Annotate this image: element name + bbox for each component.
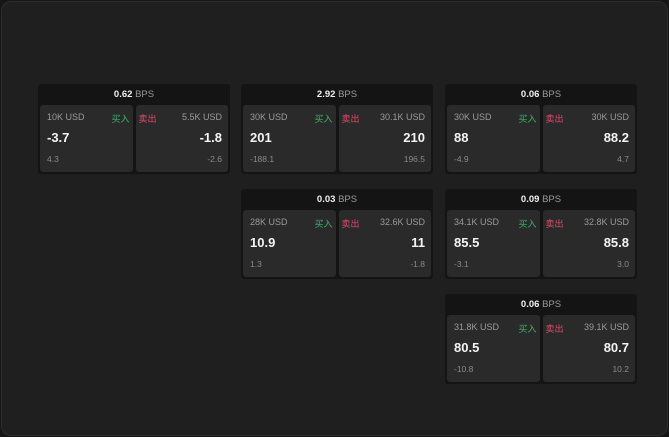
spread-header: 0.06 BPS <box>445 294 637 315</box>
buy-label: 买入 <box>111 114 130 124</box>
sell-button[interactable]: 5.5K USD 卖出 -1.8 -2.6 <box>135 105 228 172</box>
buy-change: -10.8 <box>454 364 474 374</box>
sell-price: 210 <box>403 130 425 145</box>
sell-button[interactable]: 39.1K USD 卖出 80.7 10.2 <box>542 315 635 382</box>
sell-label: 卖出 <box>545 324 564 334</box>
sell-label: 卖出 <box>341 219 360 229</box>
sell-price: 80.7 <box>603 340 629 355</box>
spread-header: 0.03 BPS <box>241 189 433 210</box>
sell-size: 32.8K USD <box>583 217 629 227</box>
spread-unit: BPS <box>338 194 358 205</box>
buy-size: 31.8K USD <box>454 322 500 332</box>
buy-size: 30K USD <box>250 112 288 122</box>
sell-price: -1.8 <box>199 130 222 145</box>
spread-unit: BPS <box>542 194 562 205</box>
quote-card: 0.62 BPS 10K USD 买入 -3.7 4.3 5.5K USD 卖出… <box>38 84 230 174</box>
sell-change: 196.5 <box>403 154 425 164</box>
spread-value: 2.92 <box>316 89 336 100</box>
spread-header: 2.92 BPS <box>241 84 433 105</box>
quote-card: 0.06 BPS 31.8K USD 买入 80.5 -10.8 39.1K U… <box>445 294 637 384</box>
buy-price: 85.5 <box>454 235 480 250</box>
buy-button[interactable]: 10K USD 买入 -3.7 4.3 <box>40 105 133 172</box>
spread-value: 0.06 <box>520 299 540 310</box>
spread-value: 0.62 <box>113 89 133 100</box>
buy-button[interactable]: 31.8K USD 买入 80.5 -10.8 <box>447 315 540 382</box>
buy-change: -188.1 <box>250 154 275 164</box>
quote-card: 0.03 BPS 28K USD 买入 10.9 1.3 32.6K USD 卖… <box>241 189 433 279</box>
buy-change: -3.1 <box>454 259 469 269</box>
buy-size: 28K USD <box>250 217 288 227</box>
spread-value: 0.09 <box>520 194 540 205</box>
quote-card: 0.09 BPS 34.1K USD 买入 85.5 -3.1 32.8K US… <box>445 189 637 279</box>
buy-button[interactable]: 28K USD 买入 10.9 1.3 <box>243 210 336 277</box>
sell-label: 卖出 <box>138 114 157 124</box>
spread-header: 0.06 BPS <box>445 84 637 105</box>
buy-size: 10K USD <box>47 112 85 122</box>
sell-price: 85.8 <box>603 235 629 250</box>
sell-change: 4.7 <box>617 154 629 164</box>
sell-change: -2.6 <box>207 154 222 164</box>
sell-button[interactable]: 32.6K USD 卖出 11 -1.8 <box>338 210 431 277</box>
sell-change: -1.8 <box>410 259 425 269</box>
buy-label: 买入 <box>314 114 333 124</box>
quote-card: 0.06 BPS 30K USD 买入 88 -4.9 30K USD 卖出 8… <box>445 84 637 174</box>
sell-button[interactable]: 30.1K USD 卖出 210 196.5 <box>338 105 431 172</box>
sell-button[interactable]: 30K USD 卖出 88.2 4.7 <box>542 105 635 172</box>
buy-price: 88 <box>454 130 469 145</box>
sell-label: 卖出 <box>545 219 564 229</box>
buy-change: 4.3 <box>47 154 59 164</box>
buy-label: 买入 <box>518 114 537 124</box>
sell-label: 卖出 <box>545 114 564 124</box>
sell-size: 39.1K USD <box>583 322 629 332</box>
buy-price: 80.5 <box>454 340 480 355</box>
spread-header: 0.09 BPS <box>445 189 637 210</box>
sell-label: 卖出 <box>341 114 360 124</box>
buy-label: 买入 <box>314 219 333 229</box>
buy-button[interactable]: 30K USD 买入 201 -188.1 <box>243 105 336 172</box>
sell-size: 5.5K USD <box>181 112 222 122</box>
buy-change: -4.9 <box>454 154 469 164</box>
spread-unit: BPS <box>542 89 562 100</box>
buy-price: -3.7 <box>47 130 70 145</box>
sell-price: 11 <box>411 235 425 250</box>
sell-change: 10.2 <box>612 364 629 374</box>
spread-value: 0.06 <box>520 89 540 100</box>
sell-button[interactable]: 32.8K USD 卖出 85.8 3.0 <box>542 210 635 277</box>
buy-button[interactable]: 30K USD 买入 88 -4.9 <box>447 105 540 172</box>
spread-unit: BPS <box>542 299 562 310</box>
buy-label: 买入 <box>518 324 537 334</box>
buy-price: 201 <box>250 130 272 145</box>
buy-label: 买入 <box>518 219 537 229</box>
buy-price: 10.9 <box>250 235 276 250</box>
buy-size: 34.1K USD <box>454 217 500 227</box>
spread-unit: BPS <box>135 89 155 100</box>
spread-header: 0.62 BPS <box>38 84 230 105</box>
buy-button[interactable]: 34.1K USD 买入 85.5 -3.1 <box>447 210 540 277</box>
buy-change: 1.3 <box>250 259 262 269</box>
quote-card: 2.92 BPS 30K USD 买入 201 -188.1 30.1K USD… <box>241 84 433 174</box>
sell-price: 88.2 <box>603 130 629 145</box>
buy-size: 30K USD <box>454 112 492 122</box>
sell-size: 30K USD <box>591 112 629 122</box>
spread-unit: BPS <box>338 89 358 100</box>
sell-size: 30.1K USD <box>379 112 425 122</box>
spread-value: 0.03 <box>316 194 336 205</box>
sell-size: 32.6K USD <box>379 217 425 227</box>
sell-change: 3.0 <box>617 259 629 269</box>
